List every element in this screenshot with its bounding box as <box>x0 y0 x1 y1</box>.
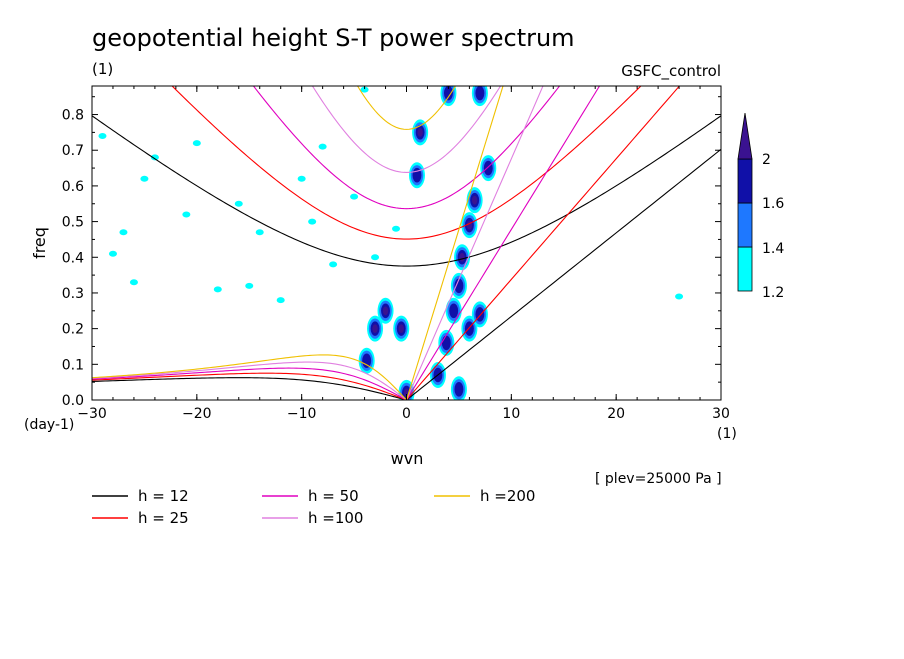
noise-patch <box>182 211 191 218</box>
signal-blob <box>466 187 483 214</box>
dispersion-curve <box>92 115 721 400</box>
noise-patch <box>213 286 222 293</box>
signal-blob <box>412 119 429 146</box>
signal-blob <box>450 376 467 400</box>
signal-blob <box>440 86 457 107</box>
legend-label: h = 12 <box>138 487 189 505</box>
noise-patch <box>371 254 380 261</box>
x-tick-label: −10 <box>287 406 317 422</box>
y-tick-label: 0.4 <box>62 250 84 266</box>
signal-blob <box>393 315 410 342</box>
colorbar-label: 1.6 <box>762 196 784 212</box>
signal-blob <box>438 329 455 356</box>
noise-patch <box>150 154 159 161</box>
plot-area <box>92 86 721 400</box>
signal-blob <box>471 301 488 328</box>
y-tick-label: 0.7 <box>62 143 84 159</box>
colorbar-swatch <box>737 158 753 204</box>
x-tick-label: −30 <box>77 406 107 422</box>
noise-patch <box>308 218 317 225</box>
x-tick-label: 0 <box>402 406 411 422</box>
noise-patch <box>98 132 107 139</box>
noise-patch <box>329 261 338 268</box>
x-axis-label: wvn <box>391 449 424 468</box>
noise-patch <box>318 143 327 150</box>
noise-patch <box>255 229 264 236</box>
signal-blob <box>367 315 384 342</box>
colorbar-swatch <box>737 202 753 248</box>
colorbar-label: 2 <box>762 152 771 168</box>
legend-label: h = 25 <box>138 509 189 527</box>
x-axis-unit: (1) <box>717 426 737 442</box>
signal-blob <box>445 297 462 324</box>
signal-blob <box>377 297 394 324</box>
y-tick-label: 0.8 <box>62 108 84 124</box>
signal-blob <box>450 272 467 299</box>
noise-patch <box>234 200 243 207</box>
y-tick-label: 0.1 <box>62 357 84 373</box>
noise-patch <box>392 225 401 232</box>
signal-blob <box>358 347 375 374</box>
noise-patch <box>140 175 149 182</box>
y-axis-label: freq <box>30 227 49 259</box>
y-tick-label: 0.2 <box>62 322 84 338</box>
legend: h = 12 h = 25 h = 50 h =100 h =200 <box>92 487 535 527</box>
noise-patch <box>297 175 306 182</box>
noise-patch <box>675 293 684 300</box>
colorbar-label: 1.4 <box>762 241 784 257</box>
dispersion-curve <box>92 86 601 400</box>
chart-subtitle-right: GSFC_control <box>621 62 721 81</box>
dispersion-curve <box>92 86 544 400</box>
noise-patch <box>129 279 138 286</box>
y-tick-label: 0.0 <box>62 393 84 409</box>
legend-label: h =100 <box>308 509 363 527</box>
noise-patch <box>276 297 285 304</box>
y-tick-label: 0.3 <box>62 286 84 302</box>
legend-label: h =200 <box>480 487 535 505</box>
noise-patch <box>350 193 359 200</box>
y-axis-unit: (day-1) <box>24 417 74 433</box>
noise-patch <box>245 282 254 289</box>
chart-subtitle-left: (1) <box>92 60 113 78</box>
level-note: [ plev=25000 Pa ] <box>595 471 722 487</box>
legend-label: h = 50 <box>308 487 359 505</box>
x-tick-label: 20 <box>607 406 625 422</box>
x-tick-label: −20 <box>182 406 212 422</box>
signal-blob <box>471 86 488 107</box>
x-tick-label: 30 <box>712 406 730 422</box>
colorbar: 1.2 1.4 1.6 2 <box>737 112 784 301</box>
noise-patch <box>360 86 369 93</box>
chart-title: geopotential height S-T power spectrum <box>92 24 575 52</box>
colorbar-label: 1.2 <box>762 285 784 301</box>
noise-patch <box>119 229 128 236</box>
colorbar-swatch <box>737 246 753 292</box>
dispersion-curve <box>92 86 504 400</box>
signal-blob <box>480 155 497 182</box>
y-tick-label: 0.5 <box>62 215 84 231</box>
noise-patch <box>192 140 201 147</box>
signal-blob <box>461 212 478 239</box>
dispersion-curve <box>92 86 681 400</box>
signal-blob <box>408 162 425 189</box>
noise-patch <box>108 250 117 257</box>
colorbar-top-arrow <box>737 112 753 160</box>
y-tick-label: 0.6 <box>62 179 84 195</box>
x-tick-label: 10 <box>502 406 520 422</box>
